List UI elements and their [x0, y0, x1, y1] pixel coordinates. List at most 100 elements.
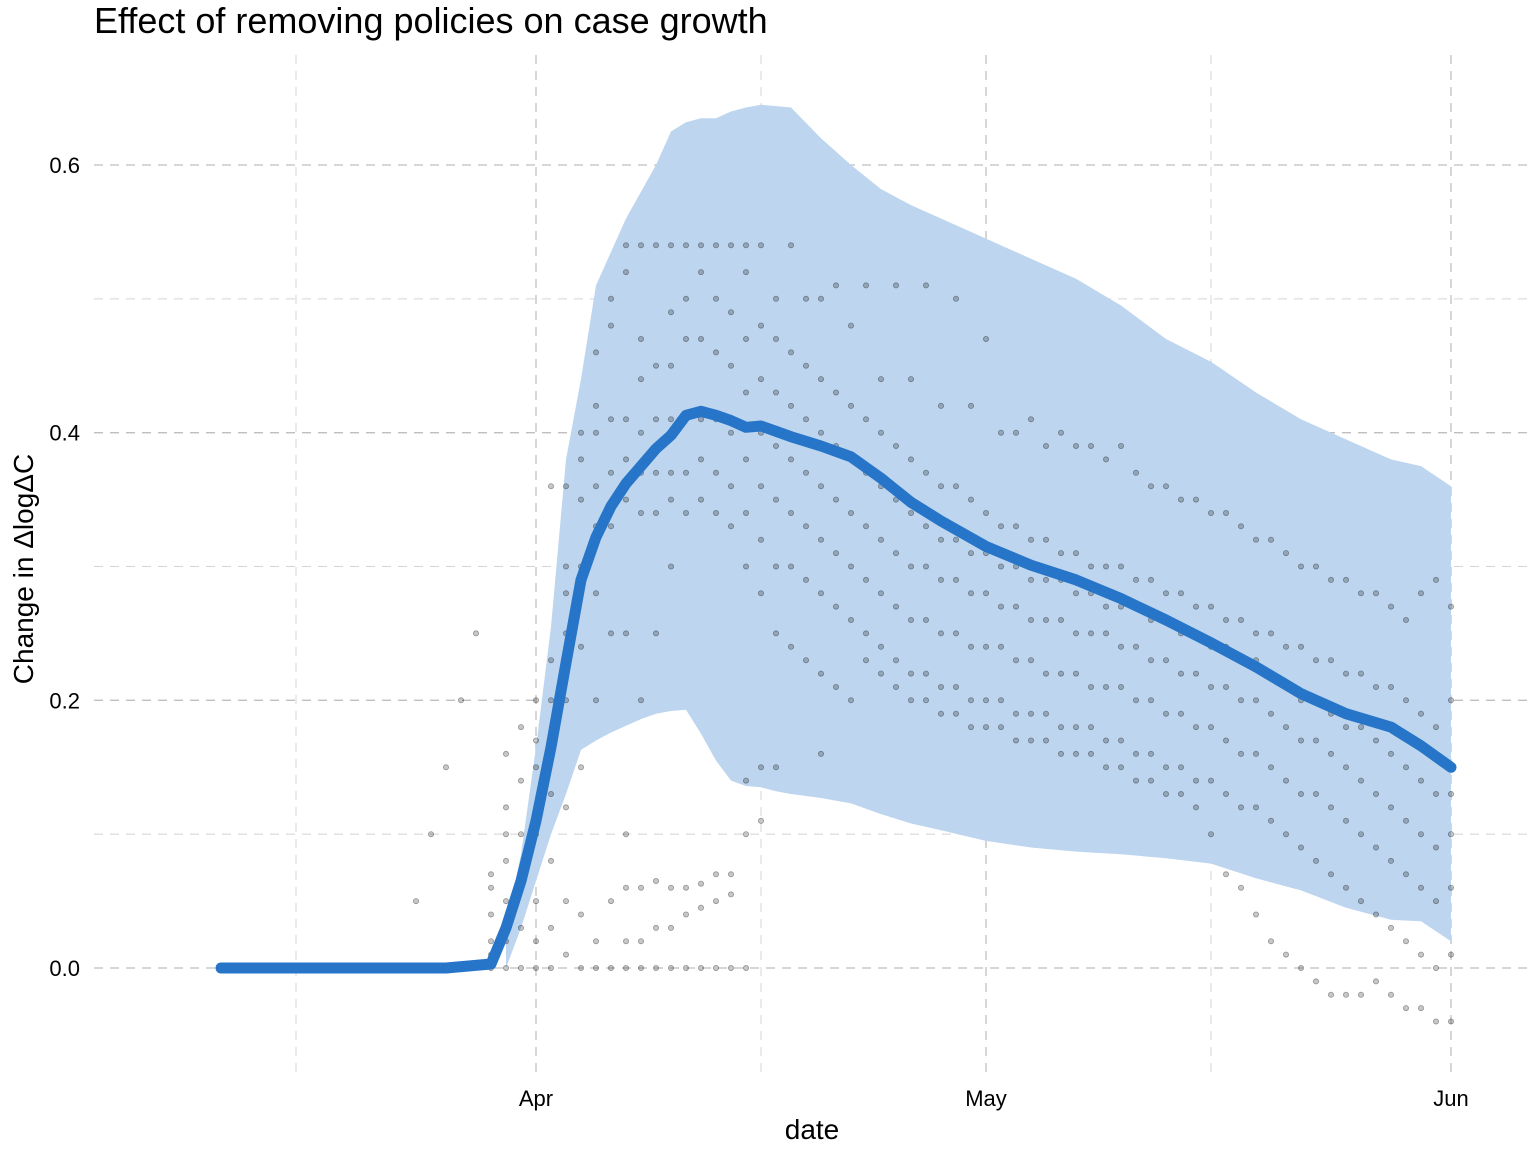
scatter-point — [683, 911, 690, 918]
scatter-point — [1268, 938, 1275, 945]
scatter-point — [1013, 710, 1020, 717]
scatter-point — [1118, 684, 1125, 691]
scatter-point — [848, 509, 855, 516]
scatter-point — [1133, 750, 1140, 757]
scatter-point — [1163, 764, 1170, 771]
scatter-point — [983, 590, 990, 597]
scatter-point — [1193, 724, 1200, 731]
scatter-point — [728, 309, 735, 316]
scatter-point — [1373, 590, 1380, 597]
scatter-point — [1418, 590, 1425, 597]
scatter-point — [953, 576, 960, 583]
scatter-point — [533, 965, 540, 972]
scatter-point — [1253, 911, 1260, 918]
scatter-point — [953, 630, 960, 637]
scatter-point — [1343, 724, 1350, 731]
scatter-point — [803, 362, 810, 369]
scatter-point — [1193, 603, 1200, 610]
scatter-point — [923, 617, 930, 624]
scatter-point — [1388, 804, 1395, 811]
scatter-point — [1448, 951, 1455, 958]
scatter-point — [758, 536, 765, 543]
scatter-point — [1103, 563, 1110, 570]
scatter-point — [1058, 550, 1065, 557]
scatter-point — [698, 496, 705, 503]
scatter-point — [938, 536, 945, 543]
scatter-point — [1328, 750, 1335, 757]
scatter-point — [1028, 576, 1035, 583]
scatter-point — [863, 630, 870, 637]
scatter-point — [533, 938, 540, 945]
scatter-point — [1388, 684, 1395, 691]
scatter-point — [968, 643, 975, 650]
scatter-point — [1163, 483, 1170, 490]
scatter-point — [1148, 750, 1155, 757]
scatter-point — [1118, 442, 1125, 449]
scatter-point — [1433, 1018, 1440, 1025]
scatter-point — [1028, 536, 1035, 543]
scatter-point — [1058, 617, 1065, 624]
scatter-point — [743, 965, 750, 972]
scatter-point — [1163, 590, 1170, 597]
scatter-point — [1448, 697, 1455, 704]
scatter-point — [758, 764, 765, 771]
scatter-point — [608, 965, 615, 972]
scatter-point — [1268, 817, 1275, 824]
scatter-point — [758, 376, 765, 383]
scatter-point — [548, 483, 555, 490]
scatter-point — [1178, 791, 1185, 798]
scatter-point — [1238, 523, 1245, 530]
scatter-point — [1343, 991, 1350, 998]
scatter-point — [1253, 804, 1260, 811]
scatter-point — [803, 657, 810, 664]
y-tick-label: 0.2 — [49, 688, 80, 713]
scatter-point — [1133, 777, 1140, 784]
scatter-point — [923, 563, 930, 570]
scatter-point — [472, 630, 479, 637]
scatter-point — [683, 242, 690, 249]
scatter-point — [1088, 442, 1095, 449]
scatter-point — [668, 563, 675, 570]
scatter-point — [608, 630, 615, 637]
scatter-point — [908, 563, 915, 570]
scatter-point — [548, 924, 555, 931]
scatter-point — [578, 911, 585, 918]
scatter-point — [1208, 724, 1215, 731]
scatter-point — [773, 295, 780, 302]
scatter-point — [1403, 697, 1410, 704]
scatter-point — [1148, 697, 1155, 704]
scatter-point — [788, 563, 795, 570]
scatter-point — [953, 710, 960, 717]
scatter-point — [1358, 670, 1365, 677]
scatter-point — [1328, 576, 1335, 583]
scatter-point — [1223, 509, 1230, 516]
scatter-point — [608, 898, 615, 905]
scatter-point — [1433, 576, 1440, 583]
scatter-point — [638, 965, 645, 972]
scatter-point — [1223, 684, 1230, 691]
scatter-point — [653, 242, 660, 249]
scatter-point — [1088, 750, 1095, 757]
scatter-point — [487, 884, 494, 891]
scatter-point — [638, 884, 645, 891]
scatter-point — [1418, 777, 1425, 784]
scatter-point — [1088, 724, 1095, 731]
scatter-point — [998, 643, 1005, 650]
scatter-point — [668, 496, 675, 503]
scatter-point — [998, 697, 1005, 704]
scatter-point — [713, 349, 720, 356]
scatter-point — [878, 536, 885, 543]
scatter-point — [1448, 1018, 1455, 1025]
scatter-point — [1388, 924, 1395, 931]
scatter-point — [593, 965, 600, 972]
scatter-point — [683, 965, 690, 972]
chart-title: Effect of removing policies on case grow… — [94, 0, 768, 41]
scatter-point — [653, 362, 660, 369]
scatter-point — [728, 871, 735, 878]
scatter-point — [533, 764, 540, 771]
scatter-point — [1208, 684, 1215, 691]
x-axis-ticks: Apr May Jun — [519, 1086, 1469, 1111]
scatter-point — [1223, 617, 1230, 624]
scatter-point — [698, 335, 705, 342]
